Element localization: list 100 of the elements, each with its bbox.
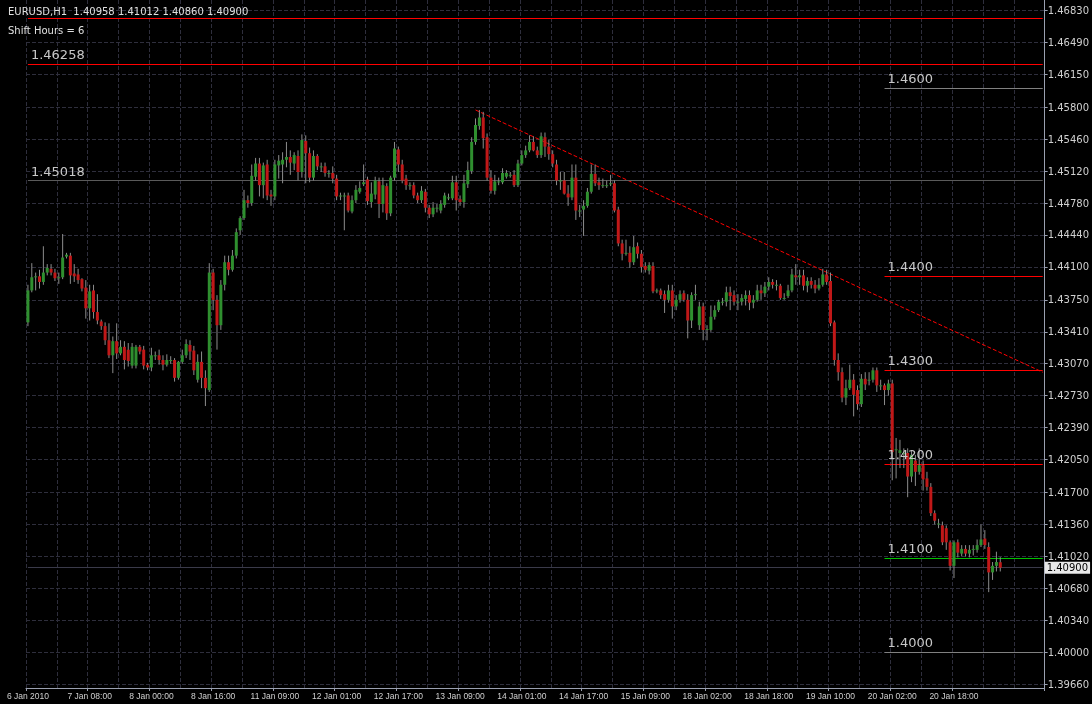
candlestick <box>852 373 856 417</box>
candlestick <box>883 382 887 406</box>
candlestick <box>655 288 659 294</box>
y-tick-label: 1.46490 <box>1047 36 1090 48</box>
x-tick-label: 12 Jan 01:00 <box>312 690 362 701</box>
x-tick-label: 14 Jan 01:00 <box>497 690 547 701</box>
x-tick-label: 6 Jan 2010 <box>6 690 50 701</box>
candlestick <box>173 357 177 383</box>
ref-line-label: 1.4000 <box>887 635 934 651</box>
y-tick-label: 1.45460 <box>1047 133 1090 145</box>
x-tick-label: 11 Jan 09:00 <box>250 690 300 701</box>
candlestick <box>493 174 497 196</box>
candlestick <box>867 371 871 386</box>
y-tick-label: 1.41700 <box>1047 487 1090 498</box>
x-tick-label: 8 Jan 00:00 <box>129 690 174 701</box>
candlestick <box>126 342 130 368</box>
candlestick <box>396 146 400 173</box>
candlestick <box>227 255 231 276</box>
candlestick <box>856 384 860 411</box>
y-tick-label: 1.41360 <box>1047 518 1090 530</box>
candlestick <box>196 353 200 384</box>
candlestick <box>555 159 559 186</box>
candlestick <box>95 293 99 325</box>
candlestick <box>794 263 798 286</box>
candlestick <box>115 322 119 360</box>
candlestick <box>693 284 697 301</box>
candlestick <box>288 149 292 176</box>
candlestick <box>84 279 88 320</box>
candlestick <box>111 335 115 374</box>
candlestick <box>763 281 767 298</box>
candlestick <box>362 163 366 187</box>
x-tick-label: 8 Jan 16:00 <box>190 690 236 701</box>
candlestick <box>543 132 547 158</box>
candlestick <box>296 149 300 181</box>
candlestick <box>92 284 96 320</box>
y-tick-label: 1.39660 <box>1047 678 1090 690</box>
candlestick <box>921 460 925 492</box>
candlestick <box>994 551 998 572</box>
candlestick <box>516 159 520 188</box>
x-tick-label: 19 Jan 10:00 <box>805 690 856 701</box>
y-tick-label: 1.46150 <box>1047 68 1090 80</box>
candlestick <box>377 177 381 219</box>
ref-line-label: 1.4600 <box>887 71 934 87</box>
candlestick <box>381 177 385 213</box>
x-tick-label: 14 Jan 17:00 <box>558 690 609 701</box>
candlestick <box>342 192 346 231</box>
candlestick <box>230 249 234 273</box>
candlestick <box>728 286 732 311</box>
candlestick <box>697 301 701 331</box>
y-tick-label: 1.45120 <box>1047 165 1090 177</box>
ref-line-label: 1.46258 <box>30 47 85 63</box>
candlestick <box>130 342 134 369</box>
candlestick <box>593 163 597 187</box>
candlestick <box>474 117 478 146</box>
y-tick-label: 1.44780 <box>1047 197 1090 209</box>
candlestick <box>284 141 288 168</box>
ref-line-label: 1.40900 <box>1046 562 1089 574</box>
x-tick-label: 20 Jan 18:00 <box>929 690 979 701</box>
y-tick-label: 1.40340 <box>1047 614 1090 626</box>
candlestick <box>817 277 821 291</box>
candlestick <box>88 284 92 321</box>
x-tick-label: 20 Jan 02:00 <box>867 690 918 701</box>
ref-line-label: 1.4400 <box>887 259 934 275</box>
candlestick <box>142 345 146 370</box>
candlestick <box>323 162 327 178</box>
annotation: Shift Hours = 6 <box>8 24 85 36</box>
y-tick-label: 1.42050 <box>1047 454 1090 466</box>
x-tick-label: 18 Jan 18:00 <box>744 690 794 701</box>
candlestick <box>971 544 975 556</box>
candlestick <box>582 199 586 237</box>
candlestick <box>609 174 613 187</box>
candlestick <box>57 272 61 285</box>
candlestick <box>724 286 728 307</box>
y-tick-label: 1.41020 <box>1047 550 1090 562</box>
candlestick <box>732 289 736 306</box>
candlestick <box>844 379 848 406</box>
candlestick <box>107 322 111 359</box>
candlestick <box>423 188 427 213</box>
candlestick <box>879 379 883 391</box>
y-tick-label: 1.44100 <box>1047 261 1090 273</box>
y-tick-label: 1.43750 <box>1047 294 1090 306</box>
candlestick <box>940 521 944 546</box>
candlestick <box>431 201 435 218</box>
x-tick-label: 7 Jan 08:00 <box>67 690 113 701</box>
candlestick <box>539 132 543 159</box>
candlestick <box>200 351 204 389</box>
candlestick <box>246 195 250 209</box>
y-tick-label: 1.40000 <box>1047 646 1090 658</box>
candlestick <box>41 245 45 286</box>
y-tick-label: 1.43070 <box>1047 358 1090 370</box>
candlestick <box>663 289 667 314</box>
ref-line-label: 1.4100 <box>887 541 934 557</box>
candlestick <box>585 187 589 209</box>
candlestick <box>304 134 308 184</box>
candlestick <box>678 289 682 304</box>
candlestick <box>161 354 165 371</box>
candlestick <box>176 360 180 381</box>
y-tick-label: 1.45800 <box>1047 101 1090 113</box>
candlestick <box>38 269 41 290</box>
y-tick-label: 1.46830 <box>1047 4 1090 16</box>
